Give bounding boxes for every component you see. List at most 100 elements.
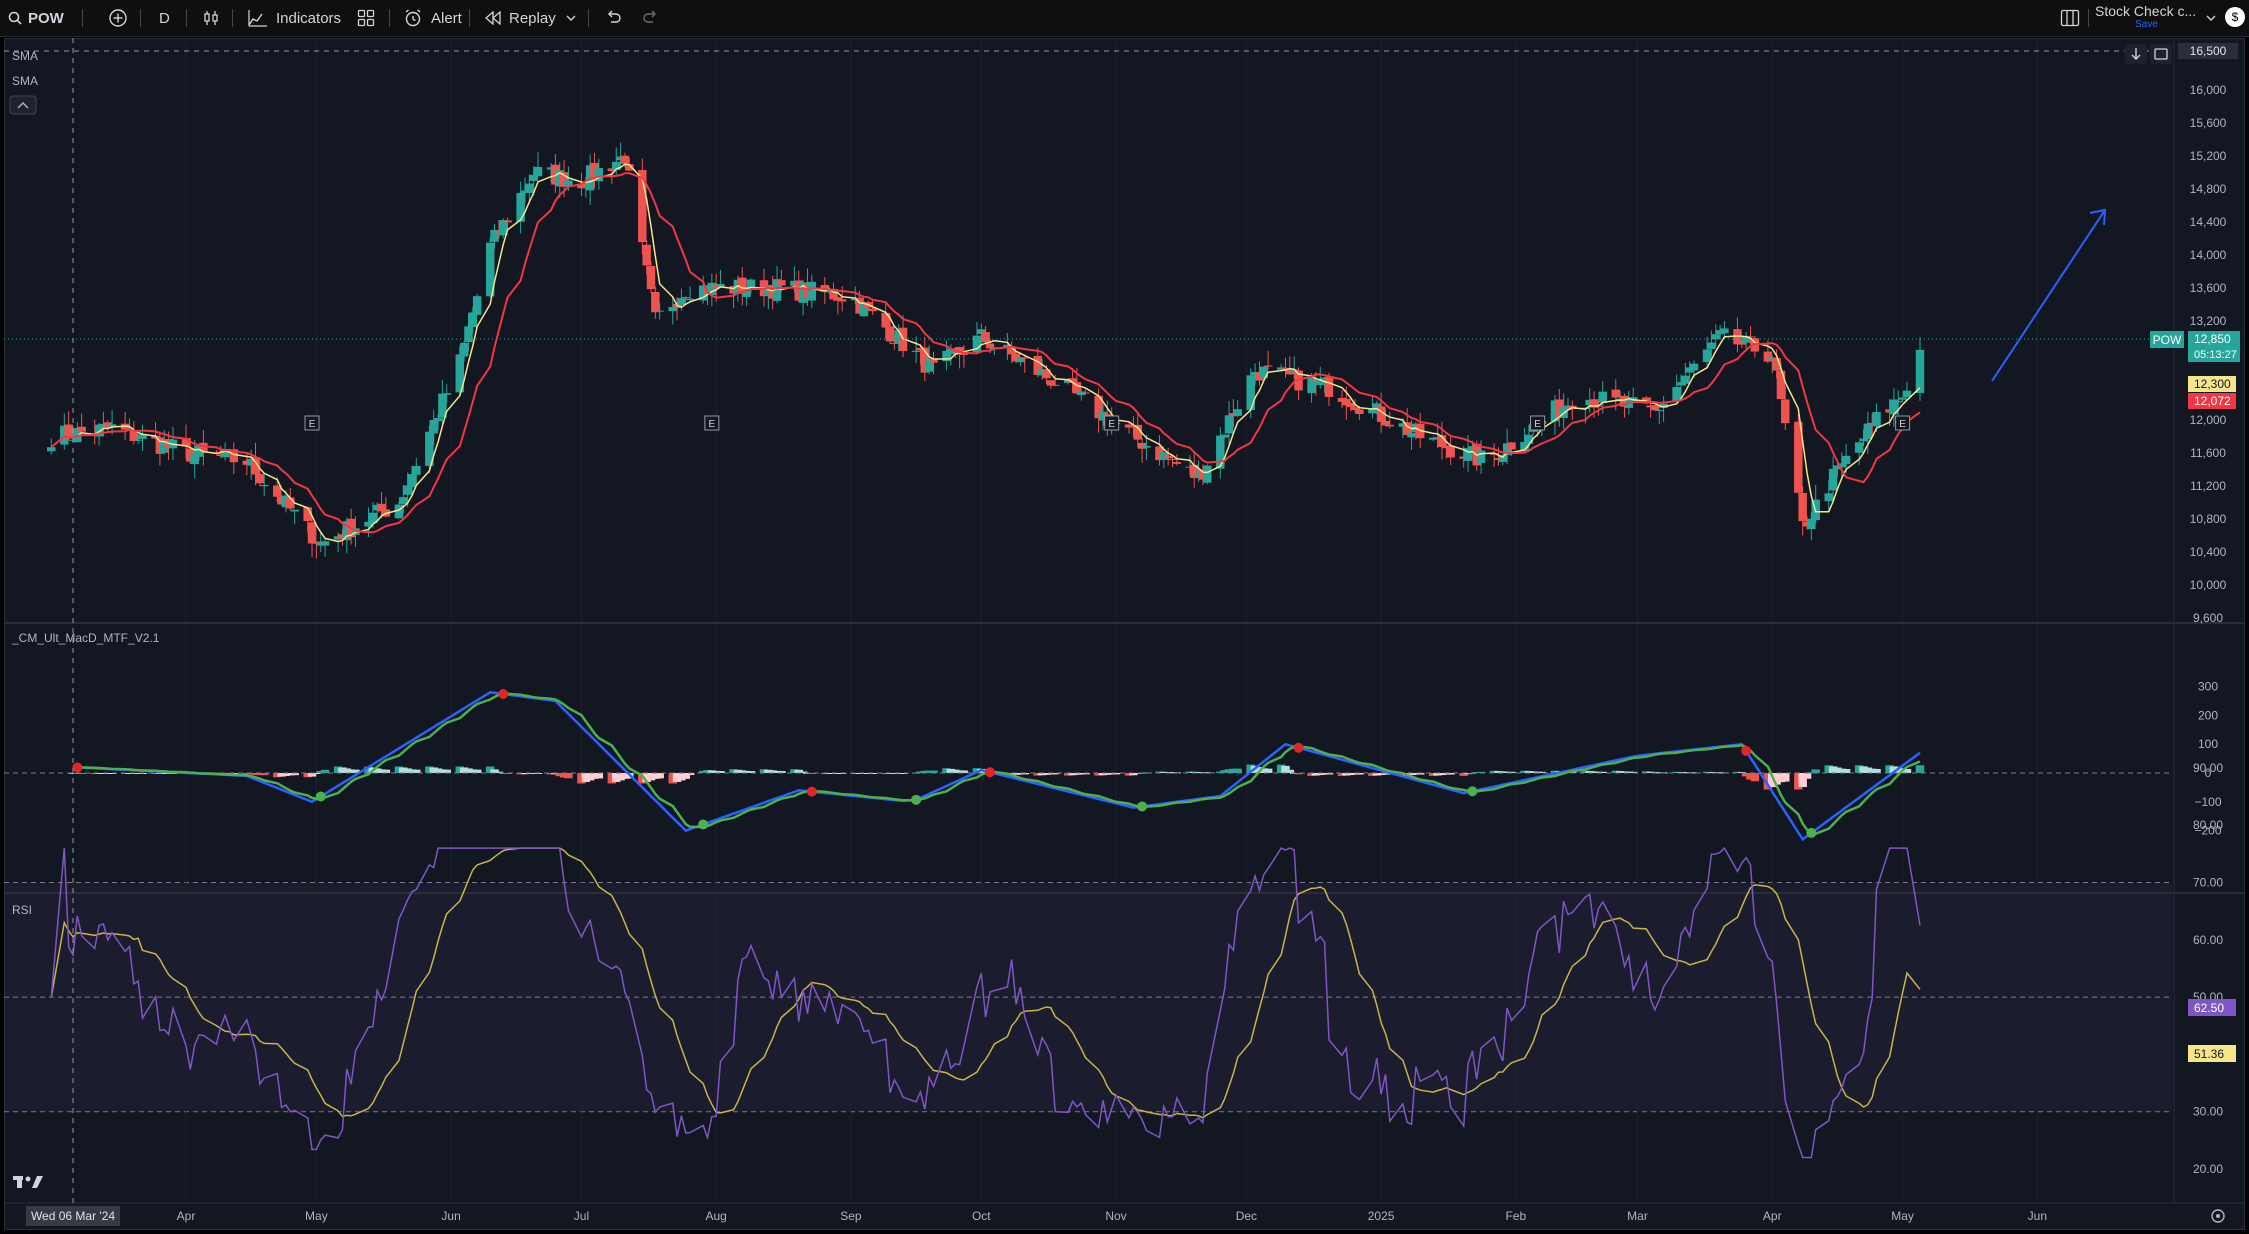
candle	[259, 474, 269, 496]
chart-type-button[interactable]	[202, 0, 220, 36]
candle	[399, 485, 408, 514]
histogram-bar	[1311, 773, 1321, 776]
redo-button[interactable]	[642, 0, 660, 36]
candle	[1289, 356, 1299, 379]
candle	[1794, 414, 1803, 494]
candle	[803, 268, 812, 307]
symbol-search[interactable]: POW	[8, 0, 64, 36]
candle	[590, 152, 599, 188]
replay-button[interactable]: Replay	[484, 0, 556, 36]
candle	[472, 293, 482, 316]
candle	[1190, 451, 1199, 488]
candle	[642, 240, 651, 275]
candle	[1872, 403, 1881, 433]
histogram-bar	[1081, 773, 1090, 775]
bar-countdown: 05:13:27	[2194, 349, 2237, 361]
histogram-bar	[1429, 773, 1438, 776]
histogram-bar	[668, 773, 677, 784]
legend-sma-2[interactable]: SMA	[12, 74, 38, 88]
rsi-pane-title[interactable]: RSI	[12, 903, 32, 917]
histogram-bar	[320, 769, 330, 773]
svg-text:E: E	[1899, 419, 1906, 430]
interval-button[interactable]: D	[159, 0, 170, 36]
candle	[768, 275, 777, 310]
histogram-bar	[307, 773, 317, 777]
histogram-bar	[381, 769, 391, 773]
histogram-bar	[585, 773, 595, 781]
divider	[469, 9, 470, 27]
candle	[1741, 332, 1751, 352]
candle	[1198, 464, 1208, 486]
macd-pane-title[interactable]: _CM_Ult_MacD_MTF_V2.1	[11, 631, 160, 645]
candle	[73, 422, 82, 443]
candle	[1889, 388, 1899, 427]
histogram-bar	[1276, 764, 1286, 773]
candle	[1263, 350, 1273, 370]
rsi-tick: 80.00	[2193, 818, 2223, 832]
candle	[1811, 485, 1820, 524]
replay-menu-button[interactable]	[566, 0, 576, 36]
layout-name-button[interactable]: Stock Check c... Save	[2095, 3, 2220, 33]
candle	[1859, 429, 1868, 446]
undo-button[interactable]	[604, 0, 622, 36]
histogram-bar	[611, 773, 621, 782]
histogram-bar	[1889, 766, 1899, 773]
histogram-bar	[638, 773, 647, 784]
histogram-bar	[777, 771, 786, 773]
layout-menu-button[interactable]	[2206, 0, 2216, 36]
candle	[1137, 437, 1147, 463]
divider	[140, 9, 141, 27]
alert-button[interactable]: Alert	[403, 0, 462, 36]
histogram-bar	[1142, 772, 1151, 774]
indicators-button[interactable]: Indicators	[248, 0, 341, 36]
collapse-legend-button[interactable]	[9, 95, 37, 115]
histogram-bar	[1524, 771, 1534, 773]
histogram-bar	[824, 773, 834, 774]
candle	[1168, 456, 1177, 468]
pane-maximize-button[interactable]	[2150, 44, 2172, 64]
legend-sma-1[interactable]: SMA	[12, 49, 38, 63]
candle	[1216, 427, 1225, 479]
histogram-bar	[820, 773, 830, 775]
histogram-bar	[1107, 773, 1116, 775]
pane-down-button[interactable]	[2125, 44, 2147, 64]
histogram-bar	[1702, 771, 1712, 773]
histogram-bar	[242, 773, 252, 774]
histogram-bar	[1159, 771, 1169, 773]
histogram-bar	[1763, 773, 1773, 790]
candle	[981, 325, 990, 344]
candle	[516, 181, 525, 234]
candle	[103, 420, 113, 433]
histogram-bar	[1611, 770, 1621, 773]
trend-arrow-line[interactable]	[1991, 209, 2106, 382]
histogram-bar	[1046, 773, 1056, 775]
candle	[138, 424, 147, 451]
settings-button[interactable]	[2211, 1209, 2225, 1223]
candle	[1802, 515, 1812, 530]
candle	[911, 336, 921, 363]
candle	[894, 324, 903, 352]
histogram-bar	[1655, 772, 1664, 774]
currency-badge[interactable]: $	[2225, 7, 2245, 27]
compare-symbol-button[interactable]	[108, 0, 128, 36]
layout-toggle-button[interactable]	[2060, 0, 2080, 36]
candle	[1685, 361, 1694, 380]
histogram-bar	[351, 769, 360, 773]
histogram-bar	[642, 773, 651, 782]
templates-button[interactable]	[357, 0, 375, 36]
candle	[1737, 339, 1747, 349]
histogram-bar	[1494, 771, 1503, 773]
candle	[1294, 367, 1303, 400]
histogram-bar	[890, 773, 899, 774]
histogram-bar	[772, 770, 782, 773]
histogram-bar	[394, 766, 404, 773]
candle	[681, 296, 691, 302]
histogram-bar	[924, 770, 934, 773]
trend-arrow-head[interactable]	[2089, 208, 2107, 226]
tradingview-logo[interactable]	[13, 1176, 43, 1188]
candle	[320, 538, 330, 557]
histogram-bar	[1863, 767, 1873, 773]
candle	[1676, 374, 1686, 401]
